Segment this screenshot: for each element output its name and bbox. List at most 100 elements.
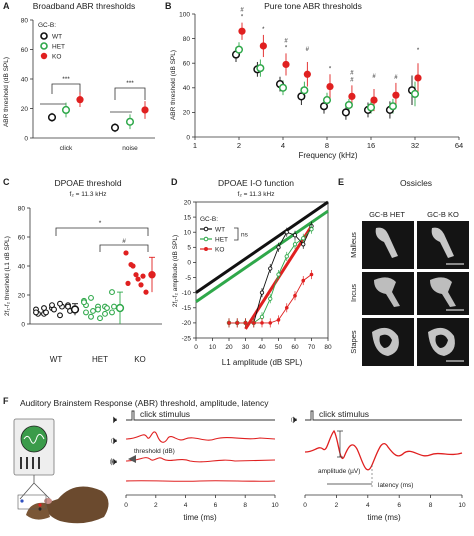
latency-label: latency (ms): [378, 482, 413, 489]
electrode-box: [17, 494, 47, 510]
panel-a-yticks: 0 20 40 60 80: [21, 17, 33, 142]
stapes-het-image: [362, 318, 414, 366]
panel-d-xtick-label: 0: [194, 344, 198, 351]
panel-b-points: *#*#* #*### #*: [231, 8, 422, 120]
time-tick-label: 10: [458, 502, 466, 509]
legend-ko: KO: [215, 247, 224, 254]
ossicle-images: [362, 221, 469, 366]
panel-b-sig-marker: #: [350, 77, 354, 83]
panel-d-point-het: [268, 296, 273, 301]
panel-a: A Broadband ABR thresholds ABR threshold…: [3, 1, 155, 152]
panel-d-letter: D: [171, 177, 178, 187]
abr-trace-high: [125, 431, 276, 443]
stapes-ko-bone: [428, 327, 455, 356]
panel-d-xtick-label: 70: [308, 344, 316, 351]
time-tick-label: 2: [335, 502, 339, 509]
click-stimulus-trace-right: [305, 410, 462, 421]
threshold-label: threshold (dB): [134, 448, 175, 455]
panel-b-point-ko: [259, 42, 267, 50]
panel-b-sig-marker: #: [372, 74, 376, 80]
panel-a-point-het: [125, 117, 135, 126]
panel-d-xtick-label: 20: [225, 344, 233, 351]
panel-d-point-het: [309, 227, 314, 232]
time-tick-label: 6: [214, 502, 218, 509]
mouse-ear: [44, 498, 52, 504]
panel-b-xtick-label: 64: [455, 141, 463, 150]
panel-b-point-ko: [303, 70, 311, 78]
time-tick-label: 2: [154, 502, 158, 509]
time-tick-label: 10: [271, 502, 279, 509]
panel-a-points: [47, 92, 149, 133]
sig-bracket-noise: [114, 87, 146, 100]
panel-b-sig-marker: #: [240, 8, 244, 14]
amplitude-label: amplitude (µV): [318, 468, 360, 475]
panel-c-point-het: [109, 289, 115, 296]
panel-c-point-ko: [130, 263, 136, 269]
panel-d-ytick-label: -15: [182, 305, 192, 312]
legend-ko: KO: [52, 54, 61, 61]
panel-d-ytick-label: 20: [184, 199, 192, 206]
abr-setup-illustration: [13, 418, 109, 524]
click-stimulus-label-left: click stimulus: [140, 409, 190, 419]
row-malleus: Malleus: [349, 232, 358, 258]
panel-b-point-het: [410, 89, 420, 98]
sig-wt-ko: *: [99, 220, 102, 227]
panel-b-point-wt: [297, 92, 306, 101]
sig-bracket-click: [51, 83, 81, 94]
panel-d-point-wt: [268, 266, 273, 271]
panel-c-title: DPOAE threshold: [54, 178, 121, 188]
panel-b-point-ko: [282, 60, 290, 69]
panel-b-point-het: [278, 83, 288, 92]
panel-b-point-wt: [319, 102, 329, 111]
panel-d-point-het: [276, 272, 281, 277]
panel-b-sig-marker: *: [285, 45, 288, 51]
panel-b-point-het: [322, 96, 332, 105]
sig-click: ***: [62, 76, 70, 83]
panel-c-points: [33, 250, 156, 324]
panel-d-subtitle: f₂ = 11.3 kHz: [238, 191, 275, 198]
panel-a-ylabel: ABR threshold (dB SPL): [3, 57, 10, 127]
panel-c-point-wt: [49, 302, 55, 309]
panel-a-x-noise: noise: [122, 145, 138, 152]
panel-d-xtick-label: 30: [242, 344, 250, 351]
panel-c-point-wt: [57, 300, 63, 307]
panel-d-xtick-label: 40: [258, 344, 266, 351]
mouse-body: [45, 486, 109, 524]
ns-label: ns: [241, 232, 249, 239]
panel-b-point-het: [388, 102, 397, 111]
abr-threshold-traces: 🕨 🕩 🕪 click stimulus threshold (dB) 0 2 4 6…: [110, 409, 279, 522]
panel-c-point-wt: [65, 303, 71, 310]
panel-c-point-het: [88, 313, 94, 320]
panel-c-ytick-label: 20: [18, 292, 26, 299]
panel-b-xtick-label: 4: [281, 141, 285, 150]
legend-wt: WT: [215, 227, 225, 234]
electrode-wires: [19, 475, 51, 500]
time-tick-label: 0: [303, 502, 307, 509]
panel-c-point-het: [102, 310, 108, 317]
panel-b-ytick-label: 100: [179, 11, 190, 18]
panel-d-point-ko: [268, 321, 273, 325]
panel-d-xlabel: L1 amplitude (dB SPL): [222, 358, 303, 367]
legend-wt-marker: [203, 226, 209, 232]
time-tick-label: 8: [243, 502, 247, 509]
panel-c-point-ko: [138, 282, 144, 288]
panel-c-point-ko: [140, 273, 146, 279]
electrode-red: [38, 503, 42, 507]
legend-het: HET: [52, 44, 65, 51]
panel-c-mean-het: [115, 303, 125, 313]
panel-a-ytick-label: 40: [21, 76, 29, 83]
panel-d-point-wt: [301, 242, 306, 247]
panel-b-xtick-label: 8: [325, 141, 329, 150]
panel-c-mean-wt: [70, 305, 80, 314]
panel-e-title: Ossicles: [400, 178, 432, 188]
panel-d-ylabel: 2f₁-f₂ amplitude (dB SPL): [172, 235, 179, 307]
panel-c-ylabel: 2f₁-f₂ threshold (L1 dB SPL): [4, 236, 11, 316]
row-stapes: Stapes: [349, 330, 358, 354]
panel-b-sig-marker: #: [306, 47, 310, 53]
legend-het: HET: [215, 237, 228, 244]
click-stimulus-label-right: click stimulus: [319, 409, 369, 419]
panel-a-legend: GC-B: WT HET KO: [38, 22, 65, 61]
panel-d-ytick-label: 5: [187, 245, 191, 252]
panel-e: E Ossicles GC-B HET GC-B KO Malleus Incu…: [338, 177, 469, 366]
device-slider-3: [32, 457, 34, 469]
